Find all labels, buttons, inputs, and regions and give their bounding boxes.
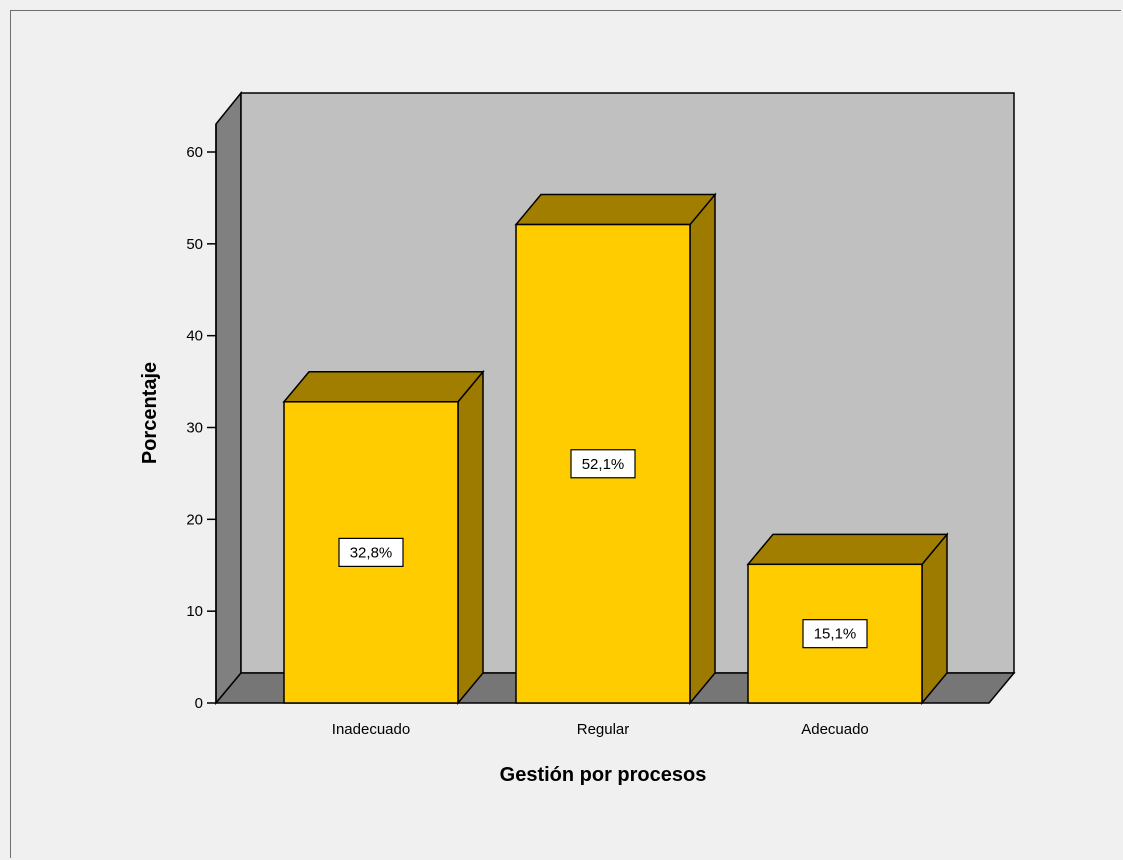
bar-top-face xyxy=(282,371,485,403)
bar-inadecuado: 32,8% xyxy=(282,369,485,706)
side-wall xyxy=(215,90,242,706)
bar-side-face xyxy=(689,192,716,706)
y-axis-title: Porcentaje xyxy=(139,362,161,464)
data-label: 32,8% xyxy=(350,544,393,561)
x-tick-label: Inadecuado xyxy=(332,721,410,738)
x-axis-title: Gestión por procesos xyxy=(500,764,707,786)
data-label: 15,1% xyxy=(814,626,857,643)
x-tick-label: Regular xyxy=(577,721,630,738)
bar-adecuado: 15,1% xyxy=(746,532,949,706)
y-tick-label: 0 xyxy=(195,695,203,712)
bar-top-face xyxy=(514,193,717,226)
data-label-box xyxy=(570,449,636,479)
y-tick-label: 60 xyxy=(186,144,203,161)
data-label-box xyxy=(338,537,404,567)
x-tick-label: Adecuado xyxy=(801,721,869,738)
bar-top-face xyxy=(746,533,949,566)
bar-side-face xyxy=(457,369,484,706)
y-tick-label: 20 xyxy=(186,511,203,528)
data-label-box xyxy=(802,619,868,649)
y-tick-label: 30 xyxy=(186,420,203,437)
data-label: 52,1% xyxy=(582,456,625,473)
chart-frame xyxy=(10,10,1121,858)
bar-regular: 52,1% xyxy=(514,192,717,706)
y-tick-label: 40 xyxy=(186,328,203,345)
y-tick-label: 50 xyxy=(186,236,203,253)
y-tick-label: 10 xyxy=(186,603,203,620)
